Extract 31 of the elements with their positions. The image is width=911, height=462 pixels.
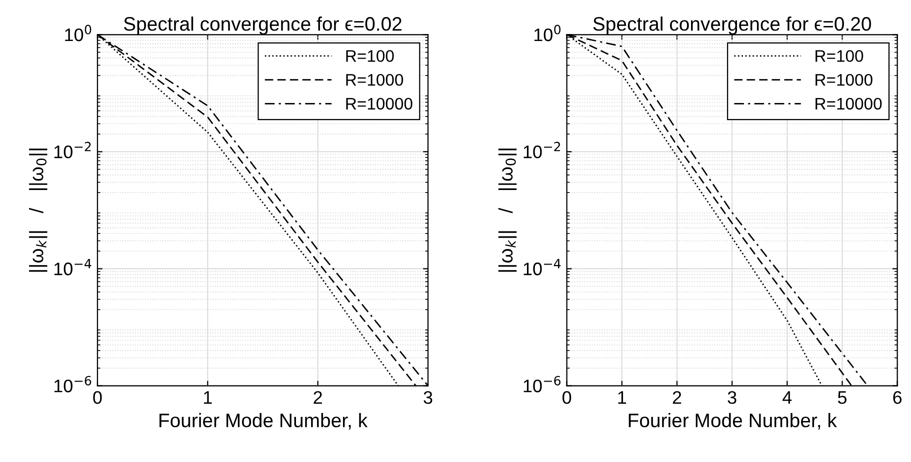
chart-title: Spectral convergence for ϵ=0.02 bbox=[124, 16, 402, 35]
y-tick-label: 10$^{−2}$ bbox=[524, 142, 560, 158]
y-axis-title: ||ω$_{k}$|| / ||ω$_{0}$|| bbox=[29, 148, 48, 272]
x-tick-label: 2 bbox=[672, 391, 682, 404]
x-axis-title: Fourier Mode Number, k bbox=[160, 413, 368, 430]
x-tick-label: 6 bbox=[893, 391, 902, 404]
y-axis-title: ||ω$_{k}$|| / ||ω$_{0}$|| bbox=[498, 148, 517, 272]
legend-label: R=1000 bbox=[346, 74, 404, 86]
y-tick-label: 10$^{−4}$ bbox=[524, 259, 561, 276]
y-tick-label: 10$^{0}$ bbox=[534, 24, 561, 42]
y-tick-label: 10$^{−4}$ bbox=[54, 259, 92, 276]
y-tick-label: 10$^{−6}$ bbox=[524, 376, 561, 392]
y-tick-label: 10$^{−6}$ bbox=[54, 376, 92, 392]
y-tick-label: 10$^{0}$ bbox=[65, 24, 92, 42]
x-tick-label: 0 bbox=[93, 391, 102, 404]
legend-label: R=100 bbox=[346, 50, 394, 62]
x-tick-label: 3 bbox=[728, 391, 736, 404]
x-tick-label: 1 bbox=[618, 391, 626, 404]
x-axis-title: Fourier Mode Number, k bbox=[628, 413, 837, 430]
x-tick-label: 0 bbox=[562, 391, 572, 404]
x-tick-label: 1 bbox=[204, 391, 212, 404]
x-tick-label: 5 bbox=[838, 391, 847, 404]
x-tick-label: 3 bbox=[424, 391, 432, 404]
chart-title: Spectral convergence for ϵ=0.20 bbox=[593, 16, 872, 35]
x-tick-label: 2 bbox=[314, 391, 322, 404]
legend-label: R=10000 bbox=[346, 98, 412, 110]
y-tick-label: 10$^{−2}$ bbox=[54, 142, 91, 158]
legend-label: R=10000 bbox=[816, 98, 882, 110]
legend-label: R=100 bbox=[816, 50, 864, 62]
x-tick-label: 4 bbox=[782, 391, 792, 404]
legend-label: R=1000 bbox=[816, 74, 872, 86]
